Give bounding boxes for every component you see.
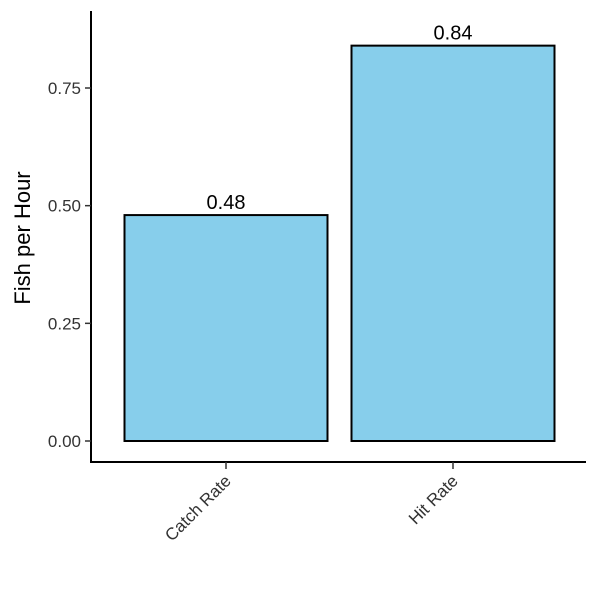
bar: [123, 214, 329, 442]
bar-data-label: 0.84: [434, 23, 473, 45]
bar-data-label: 0.48: [207, 192, 246, 214]
y-tick-label: 0.75: [48, 79, 81, 98]
y-tick-label: 0.25: [48, 314, 81, 333]
plot-area: [123, 44, 556, 442]
x-tick-label: Catch Rate: [161, 471, 235, 545]
y-tick-label: 0.50: [48, 197, 81, 216]
y-tick-label: 0.00: [48, 432, 81, 451]
x-tick-label: Hit Rate: [405, 471, 462, 528]
y-axis-title: Fish per Hour: [10, 171, 35, 304]
bar: [350, 44, 556, 442]
